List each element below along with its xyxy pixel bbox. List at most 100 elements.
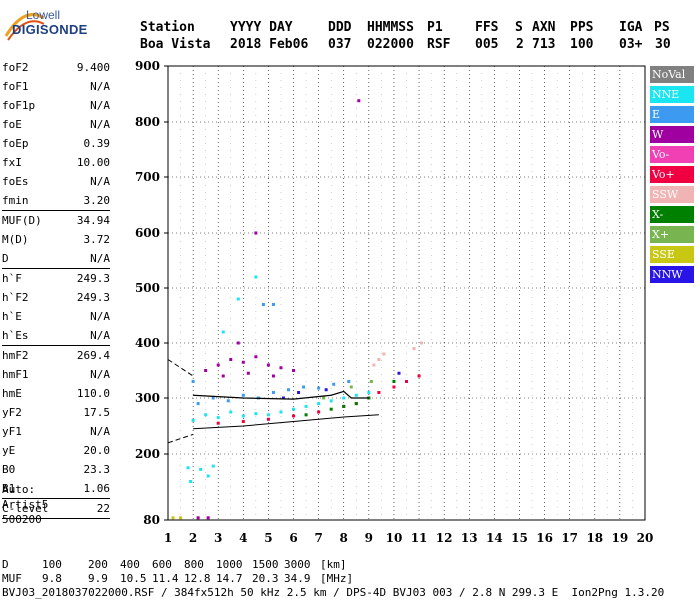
y-tick-label: 200 [135, 447, 160, 461]
param-value: 23.3 [83, 463, 111, 476]
legend-item-nne: NNE [650, 86, 694, 103]
d-label: D [2, 558, 9, 571]
header-value-7: 713 [532, 37, 556, 52]
data-point-ssw [377, 358, 381, 361]
data-point-vo [392, 385, 396, 389]
param-value: 249.3 [76, 272, 110, 285]
x-tick-label: 12 [436, 531, 453, 545]
param-value: 9.400 [76, 61, 110, 74]
param-value: 269.4 [76, 349, 110, 362]
data-point-nne [211, 464, 215, 468]
legend-item-nnw: NNW [650, 266, 694, 283]
logo-line1: Lowell [25, 8, 60, 22]
data-point-nne [354, 393, 358, 397]
data-point-nnw [281, 396, 285, 400]
param-value: N/A [90, 118, 110, 131]
legend-item-vo: Vo- [650, 146, 694, 163]
x-tick-label: 16 [536, 531, 553, 545]
param-row: foF2 9.400 [2, 58, 110, 77]
header-label-8: PPS [570, 20, 594, 35]
data-point-w [271, 374, 275, 378]
param-value: 3.20 [83, 194, 111, 207]
d-value: 3000 [284, 558, 311, 571]
data-point-w [229, 358, 233, 361]
data-point-e [211, 396, 215, 400]
data-point-sse [179, 516, 183, 520]
data-point-w [254, 355, 258, 359]
header-value-8: 100 [570, 37, 594, 52]
param-value: N/A [90, 310, 110, 323]
dashed-upper-line [167, 359, 194, 377]
param-value: 10.00 [76, 156, 110, 169]
header-value-10: 30 [655, 37, 671, 52]
data-point-w [357, 99, 361, 103]
param-key: yE [2, 444, 16, 457]
muf-value: 10.5 [120, 572, 147, 585]
param-key: B0 [2, 463, 16, 476]
param-row: yE 20.0 [2, 441, 110, 460]
x-tick-label: 6 [289, 531, 297, 545]
data-point-vo [266, 417, 270, 421]
data-point-ssw [420, 341, 424, 345]
muf-value: 12.8 [184, 572, 211, 585]
param-row: h`E N/A [2, 307, 110, 326]
header-label-4: P1 [427, 20, 443, 35]
param-row: yF1 N/A [2, 422, 110, 441]
param-key: M(D) [2, 233, 29, 246]
x-tick-label: 17 [561, 531, 578, 545]
param-row: h`F 249.3 [2, 269, 110, 288]
header-value-1: 2018 Feb06 [230, 37, 309, 52]
muf-value: [MHz] [320, 572, 354, 585]
muf-label: MUF [2, 572, 22, 585]
data-point-w [292, 369, 296, 372]
param-value: N/A [90, 99, 110, 112]
legend-item-sse: SSE [650, 246, 694, 263]
header-label-9: IGA [619, 20, 643, 35]
header-value-3: 022000 [367, 37, 414, 52]
data-point-e [261, 303, 265, 306]
data-point-e [271, 303, 275, 306]
header-label-2: DDD [328, 20, 352, 35]
param-key: hmE [2, 387, 22, 400]
d-value: 1000 [216, 558, 243, 571]
header-value-5: 005 [475, 37, 499, 52]
data-point-w [266, 363, 270, 367]
data-point-e [271, 391, 275, 394]
data-point-sse [171, 516, 175, 520]
x-tick-label: 11 [411, 531, 428, 545]
data-point-x [342, 404, 346, 408]
muf-value: 9.8 [42, 572, 62, 585]
param-value: N/A [90, 425, 110, 438]
param-row: fxI 10.00 [2, 153, 110, 172]
data-point-nne [304, 404, 308, 408]
param-row: foF1 N/A [2, 77, 110, 96]
data-point-ssw [372, 363, 376, 367]
header-label-1: YYYY DAY [230, 20, 293, 35]
data-point-ssw [412, 347, 416, 350]
param-key: foE [2, 118, 22, 131]
param-separator [2, 498, 110, 499]
x-tick-label: 19 [612, 531, 629, 545]
data-point-nne [191, 418, 195, 422]
x-tick-label: 20 [637, 531, 654, 545]
x-tick-label: 8 [340, 531, 348, 545]
parameter-panel: foF2 9.400 foF1 N/A foF1p N/A foE N/A foEp 0.39 fx… [2, 58, 110, 519]
data-point-x [329, 407, 333, 411]
param-row: yF2 17.5 [2, 403, 110, 422]
data-point-vo [216, 421, 220, 425]
data-point-nne [216, 416, 220, 420]
x-tick-label: 5 [264, 531, 272, 545]
header-label-0: Station [140, 20, 195, 35]
y-tick-label: 600 [135, 226, 160, 240]
data-point-w [204, 369, 208, 372]
data-point-w [216, 363, 220, 367]
autoscale-line: 500200 [2, 513, 42, 526]
data-point-e [302, 385, 306, 389]
param-value: 249.3 [76, 291, 110, 304]
legend-item-x: X- [650, 206, 694, 223]
y-tick-label: 300 [135, 391, 160, 405]
legend: NoVal NNE E W Vo- Vo+ SSW X- X+ SSE NNW [650, 66, 694, 286]
param-key: foEp [2, 137, 29, 150]
param-row: hmF2 269.4 [2, 346, 110, 365]
